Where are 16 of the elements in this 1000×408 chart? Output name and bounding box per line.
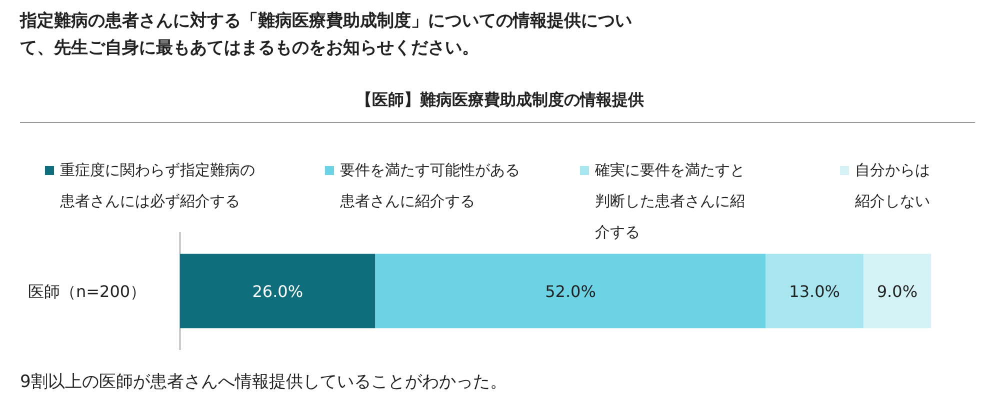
bar xyxy=(375,254,766,328)
legend-label: 重症度に関わらず指定難病の患者さんには必ず紹介する xyxy=(60,160,256,212)
chart-subtitle: 【医師】難病医療費助成制度の情報提供 xyxy=(355,90,645,111)
text: 9割以上の医師が患者さんへ情報提供していることがわかった。 xyxy=(20,371,507,393)
bar xyxy=(766,254,864,328)
data-label: 9.0% xyxy=(876,282,918,301)
data-label: 52.0% xyxy=(545,282,596,301)
legend-label: 要件を満たす可能性がある患者さんに紹介する xyxy=(340,160,521,212)
bar xyxy=(180,254,376,328)
legend-label: 確実に要件を満たすと判断した患者さんに紹介する xyxy=(595,160,746,243)
legend-label: 自分からは紹介しない xyxy=(855,160,931,212)
data-label: 26.0% xyxy=(252,282,304,301)
data-label: 13.0% xyxy=(789,282,840,301)
bar xyxy=(863,254,931,328)
chart-title: 指定難病の患者さんに対する「難病医療費助成制度」についての情報提供について、先生ご自身に最もあてはまるものをお知らせください。 xyxy=(20,10,633,60)
y-tick-label: 医師（n=200） xyxy=(28,282,146,301)
